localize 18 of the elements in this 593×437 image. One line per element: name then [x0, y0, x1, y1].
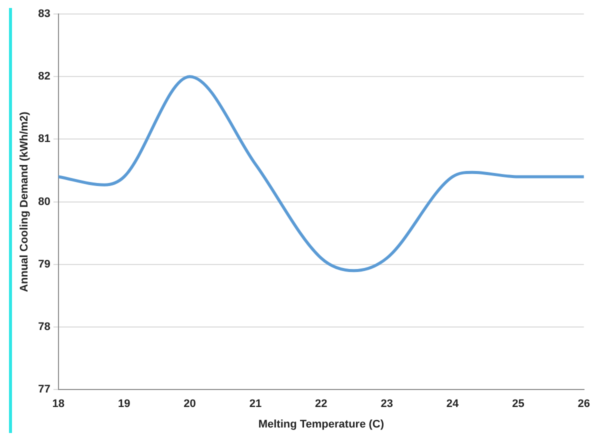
y-tick-label: 78 [38, 321, 50, 334]
x-tick-label: 26 [578, 398, 590, 410]
x-tick-label: 25 [512, 398, 524, 410]
x-tick-label: 20 [184, 398, 196, 410]
x-tick-label: 24 [446, 398, 460, 410]
y-tick-label: 81 [38, 133, 50, 146]
y-axis-title: Annual Cooling Demand (kWh/m2) [18, 111, 31, 292]
x-tick-label: 23 [380, 398, 393, 410]
y-tick-label: 83 [38, 8, 50, 20]
x-axis-title: Melting Temperature (C) [258, 418, 384, 430]
y-tick-label: 82 [38, 70, 50, 83]
y-tick-label: 80 [38, 196, 50, 208]
x-tick-label: 22 [315, 398, 328, 410]
x-tick-label: 18 [52, 398, 65, 410]
y-tick-label: 77 [38, 384, 50, 396]
x-tick-label: 19 [118, 398, 130, 410]
x-tick-label: 21 [249, 398, 262, 410]
y-tick-label: 79 [38, 258, 50, 270]
